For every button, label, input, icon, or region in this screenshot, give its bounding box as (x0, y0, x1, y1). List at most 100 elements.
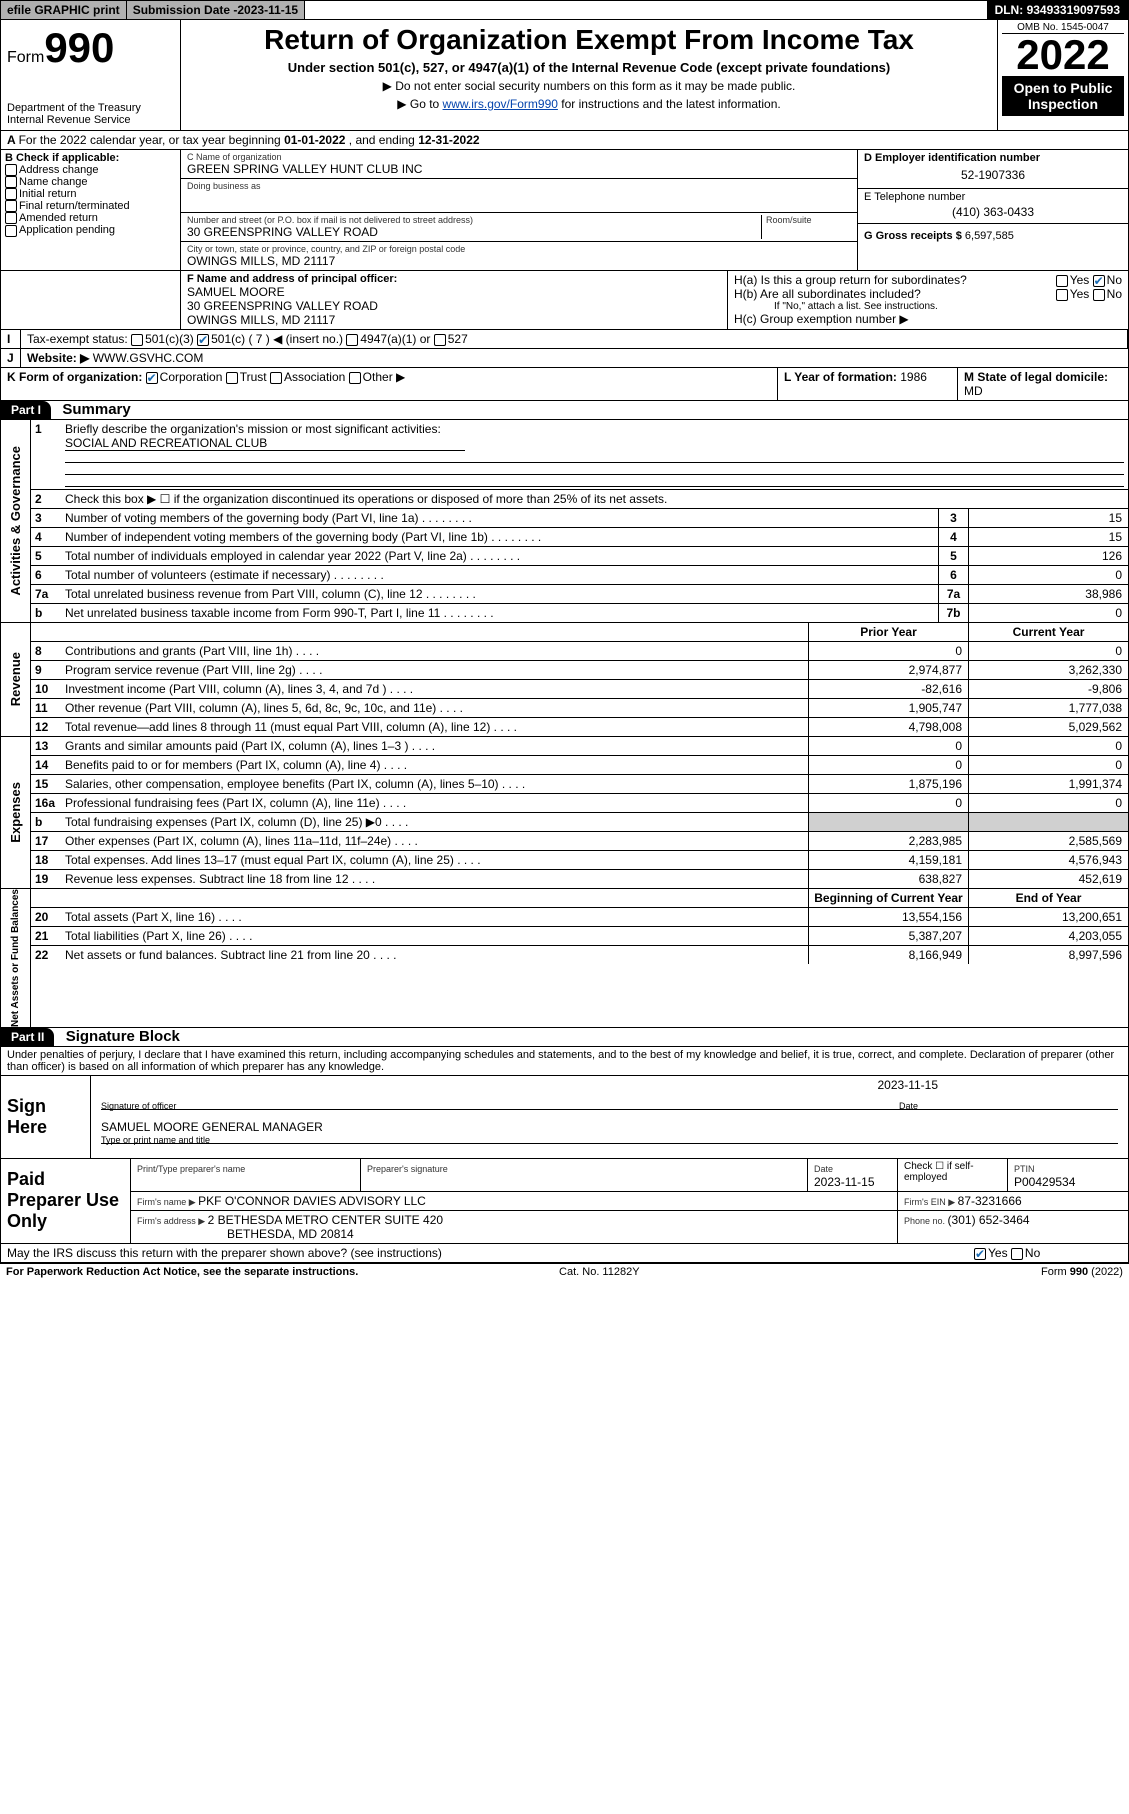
part-i-badge: Part I (1, 401, 51, 419)
discuss-yes[interactable] (974, 1248, 986, 1260)
firm-ein: 87-3231666 (958, 1194, 1022, 1208)
section-fh: F Name and address of principal officer:… (0, 271, 1129, 330)
chk-address-change[interactable] (5, 164, 17, 176)
chk-initial-return[interactable] (5, 188, 17, 200)
self-employed-check[interactable]: Check ☐ if self-employed (898, 1159, 1008, 1191)
table-row: 21 Total liabilities (Part X, line 26) .… (31, 927, 1128, 946)
part-i-header: Part I Summary (0, 401, 1129, 420)
cat-no: Cat. No. 11282Y (559, 1266, 640, 1278)
section-i: I Tax-exempt status: 501(c)(3) 501(c) ( … (0, 330, 1129, 349)
chk-4947[interactable] (346, 334, 358, 346)
discuss-no[interactable] (1011, 1248, 1023, 1260)
chk-527[interactable] (434, 334, 446, 346)
hb-question: H(b) Are all subordinates included? (734, 287, 1056, 301)
table-row: 15 Salaries, other compensation, employe… (31, 775, 1128, 794)
table-row: 16a Professional fundraising fees (Part … (31, 794, 1128, 813)
form990-link[interactable]: www.irs.gov/Form990 (443, 97, 558, 111)
gross-receipts-label: G Gross receipts $ (864, 230, 965, 242)
officer-name: SAMUEL MOORE (187, 285, 721, 299)
chk-application-pending[interactable] (5, 225, 17, 237)
chk-501c[interactable] (197, 334, 209, 346)
chk-name-change[interactable] (5, 176, 17, 188)
dln-label: DLN: (995, 3, 1027, 17)
dln-cell: DLN: 93493319097593 (987, 1, 1128, 19)
year-col: OMB No. 1545-0047 2022 Open to Public In… (998, 20, 1128, 130)
paid-preparer-block: Paid Preparer Use Only Print/Type prepar… (0, 1159, 1129, 1244)
table-row: 10 Investment income (Part VIII, column … (31, 680, 1128, 699)
firm-addr: 2 BETHESDA METRO CENTER SUITE 420 (208, 1213, 443, 1227)
year-formation: 1986 (900, 370, 927, 384)
net-table: Net Assets or Fund Balances Beginning of… (0, 889, 1129, 1028)
ha-yes[interactable] (1056, 275, 1068, 287)
exp-table: Expenses 13 Grants and similar amounts p… (0, 737, 1129, 889)
chk-final-return[interactable] (5, 200, 17, 212)
part-ii-badge: Part II (1, 1028, 54, 1046)
l-label: L Year of formation: (784, 370, 900, 384)
line1-label: Briefly describe the organization's miss… (65, 422, 441, 436)
form-id-col: Form990 Department of the Treasury Inter… (1, 20, 181, 130)
efile-print-button[interactable]: efile GRAPHIC print (1, 1, 127, 19)
section-de: D Employer identification number 52-1907… (858, 150, 1128, 270)
hb-no[interactable] (1093, 289, 1105, 301)
tax-status-label: Tax-exempt status: (27, 332, 128, 346)
dln-value: 93493319097593 (1027, 3, 1120, 17)
rev-table: Revenue Prior YearCurrent Year 8 Contrib… (0, 623, 1129, 737)
page-footer: For Paperwork Reduction Act Notice, see … (0, 1263, 1129, 1280)
firm-addr2: BETHESDA, MD 20814 (137, 1227, 354, 1241)
section-b: B Check if applicable: Address change Na… (1, 150, 181, 270)
penalties-text: Under penalties of perjury, I declare th… (0, 1047, 1129, 1076)
chk-assoc[interactable] (270, 372, 282, 384)
c-name-label: C Name of organization (187, 152, 851, 162)
open-public-badge: Open to Public Inspection (1002, 76, 1124, 116)
officer-label: F Name and address of principal officer: (187, 273, 721, 285)
k-label: K Form of organization: (7, 370, 142, 384)
submission-date-cell: Submission Date - 2023-11-15 (127, 1, 305, 19)
ty-end: 12-31-2022 (418, 133, 479, 147)
ty-begin: 01-01-2022 (284, 133, 345, 147)
table-row: 11 Other revenue (Part VIII, column (A),… (31, 699, 1128, 718)
officer-signature-line[interactable]: Signature of officer 2023-11-15 Date (101, 1078, 1118, 1110)
table-row: 13 Grants and similar amounts paid (Part… (31, 737, 1128, 756)
table-row: 17 Other expenses (Part IX, column (A), … (31, 832, 1128, 851)
table-row: 5 Total number of individuals employed i… (31, 547, 1128, 566)
ptin-value: P00429534 (1014, 1175, 1075, 1189)
ha-no[interactable] (1093, 275, 1105, 287)
chk-501c3[interactable] (131, 334, 143, 346)
irs-label: Internal Revenue Service (7, 114, 174, 126)
chk-amended-return[interactable] (5, 212, 17, 224)
discuss-row: May the IRS discuss this return with the… (0, 1244, 1129, 1263)
dept-label: Department of the Treasury (7, 102, 174, 114)
paid-preparer-label: Paid Preparer Use Only (1, 1159, 131, 1243)
hc-question: H(c) Group exemption number ▶ (734, 312, 1122, 326)
end-year-hdr: End of Year (968, 889, 1128, 907)
part-ii-title: Signature Block (58, 1026, 188, 1047)
chk-other[interactable] (349, 372, 361, 384)
table-row: 12 Total revenue—add lines 8 through 11 … (31, 718, 1128, 736)
state-domicile: MD (964, 384, 983, 398)
section-a: A For the 2022 calendar year, or tax yea… (0, 131, 1129, 150)
website-label: Website: ▶ (27, 351, 89, 365)
prep-sig-label: Preparer's signature (367, 1164, 448, 1174)
dba-label: Doing business as (187, 181, 851, 191)
hb-note: If "No," attach a list. See instructions… (734, 301, 1122, 312)
table-row: b Net unrelated business taxable income … (31, 604, 1128, 622)
hb-yes[interactable] (1056, 289, 1068, 301)
top-bar: efile GRAPHIC print Submission Date - 20… (0, 0, 1129, 20)
addr-label: Number and street (or P.O. box if mail i… (187, 215, 761, 225)
ein-label: D Employer identification number (864, 152, 1122, 164)
officer-name-line: SAMUEL MOORE GENERAL MANAGER Type or pri… (101, 1112, 1118, 1144)
table-row: 22 Net assets or fund balances. Subtract… (31, 946, 1128, 964)
phone-label: E Telephone number (864, 191, 1122, 203)
chk-trust[interactable] (226, 372, 238, 384)
side-rev: Revenue (8, 652, 23, 706)
table-row: 3 Number of voting members of the govern… (31, 509, 1128, 528)
table-row: 14 Benefits paid to or for members (Part… (31, 756, 1128, 775)
table-row: 8 Contributions and grants (Part VIII, l… (31, 642, 1128, 661)
chk-corp[interactable] (146, 372, 158, 384)
table-row: 9 Program service revenue (Part VIII, li… (31, 661, 1128, 680)
form-header: Form990 Department of the Treasury Inter… (0, 20, 1129, 131)
sign-block: Sign Here Signature of officer 2023-11-1… (0, 1076, 1129, 1159)
table-row: b Total fundraising expenses (Part IX, c… (31, 813, 1128, 832)
gov-table: Activities & Governance 1 Briefly descri… (0, 420, 1129, 623)
section-bcdeg: B Check if applicable: Address change Na… (0, 150, 1129, 271)
